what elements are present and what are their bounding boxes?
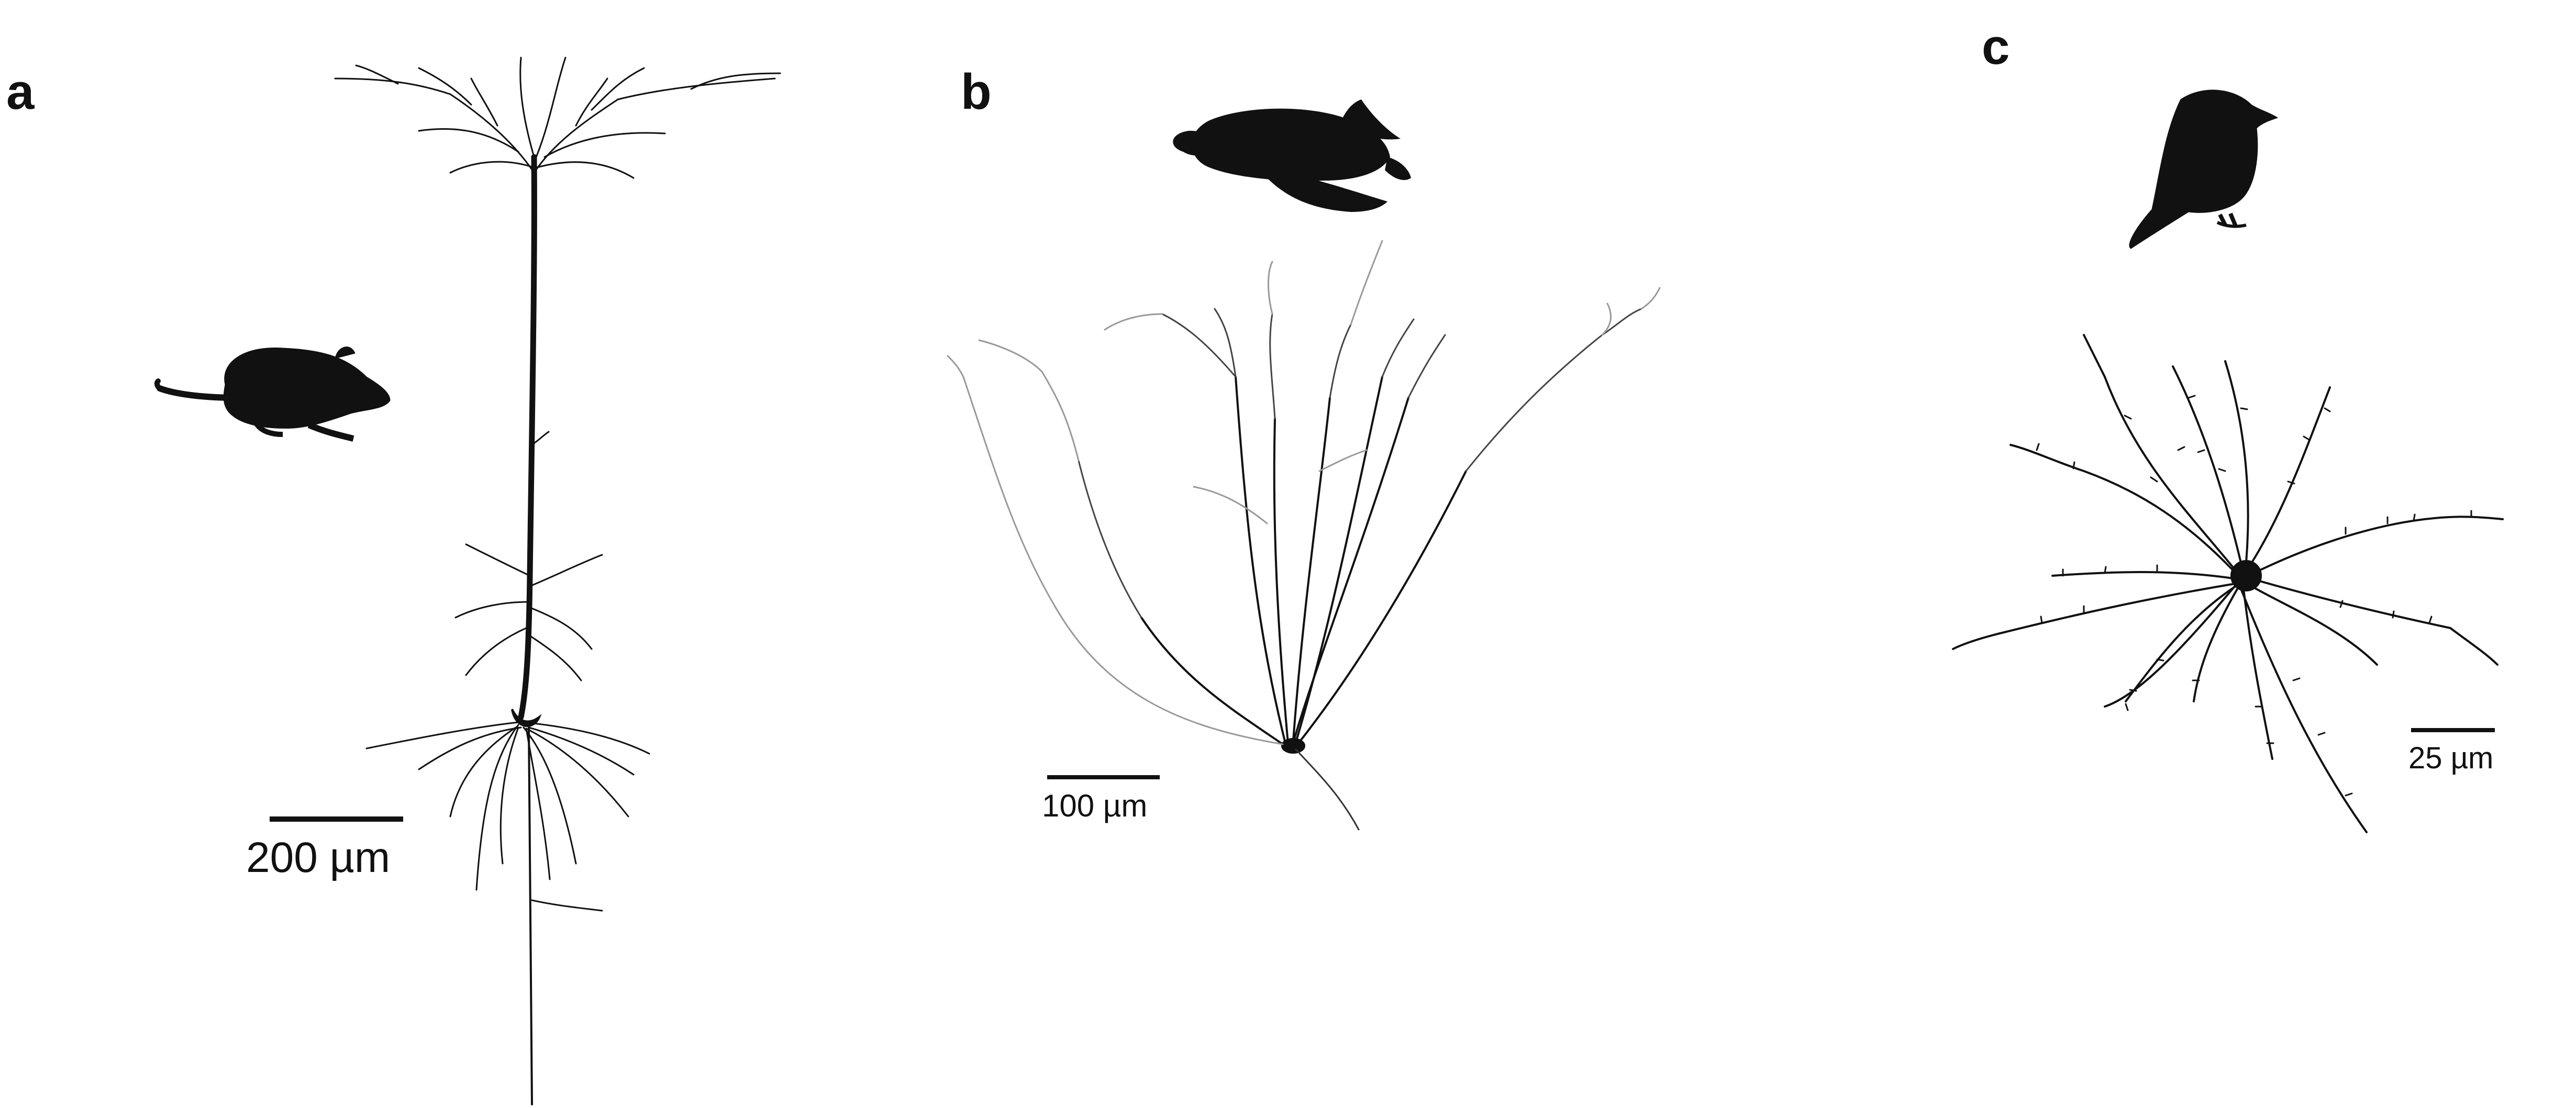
bird-neuron bbox=[1952, 334, 2504, 833]
panel-c: c bbox=[1791, 0, 2576, 1108]
panel-a-figure bbox=[154, 57, 781, 1105]
panel-b: b bbox=[869, 0, 1791, 1108]
panel-a: a bbox=[0, 0, 869, 1108]
scale-bar-label-c: 25 µm bbox=[2408, 741, 2494, 775]
panel-c-figure bbox=[1952, 89, 2504, 833]
panel-b-figure bbox=[947, 99, 1661, 831]
pyramidal-neuron bbox=[334, 57, 781, 1105]
panel-letter-a: a bbox=[6, 64, 35, 120]
scale-bar-label-b: 100 µm bbox=[1042, 788, 1148, 823]
mouse-silhouette-icon bbox=[154, 346, 391, 442]
turtle-silhouette-icon bbox=[1173, 99, 1411, 212]
bird-silhouette-icon bbox=[2129, 89, 2279, 249]
panel-letter-b: b bbox=[961, 64, 992, 120]
turtle-neuron bbox=[947, 240, 1661, 831]
panel-letter-c: c bbox=[1982, 19, 2010, 75]
scale-bar-label-a: 200 µm bbox=[246, 834, 391, 881]
